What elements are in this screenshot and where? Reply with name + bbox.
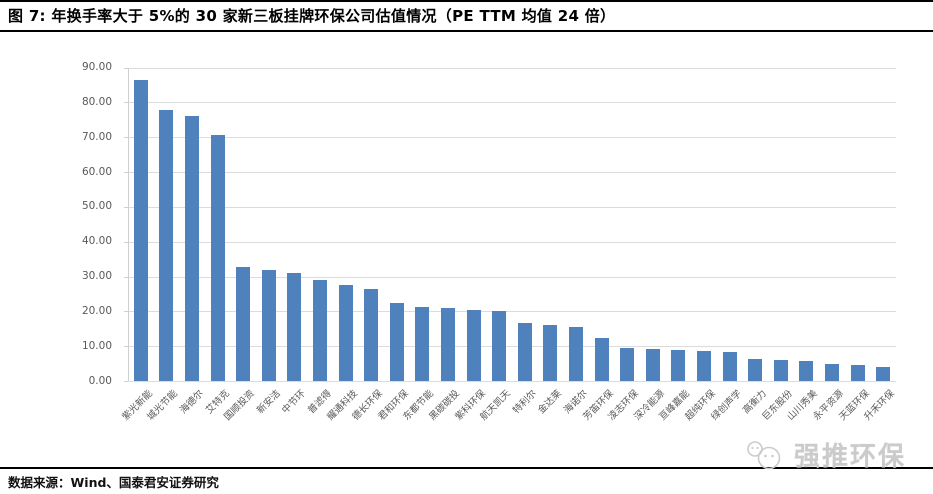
- bottom-divider-line: [0, 467, 933, 469]
- y-axis-tick-label: 80.00: [81, 95, 112, 108]
- bar: [236, 266, 251, 381]
- y-axis-tick: [124, 276, 128, 278]
- gridline: [128, 346, 896, 348]
- bar: [287, 273, 302, 381]
- bar: [594, 337, 609, 381]
- bar: [825, 363, 839, 381]
- bar: [722, 352, 737, 381]
- gridline: [128, 381, 896, 382]
- bar: [620, 347, 635, 381]
- bar: [645, 348, 660, 381]
- y-axis-tick-label: 40.00: [81, 235, 112, 248]
- bar: [441, 308, 455, 381]
- bar: [492, 310, 507, 381]
- gridline: [128, 172, 896, 173]
- bar: [773, 360, 788, 381]
- bar: [517, 323, 532, 381]
- y-axis-tick-label: 90.00: [81, 61, 112, 73]
- y-axis-tick: [124, 346, 128, 348]
- chat-faces-icon: [744, 439, 788, 471]
- bar: [338, 284, 353, 381]
- data-source-caption: 数据来源：Wind、国泰君安证券研究: [8, 475, 219, 490]
- bar: [133, 80, 148, 381]
- y-axis-tick: [124, 67, 128, 69]
- bar: [748, 359, 763, 381]
- bar: [159, 109, 174, 381]
- bar: [210, 135, 225, 381]
- gridline: [128, 102, 896, 104]
- bar: [415, 306, 430, 381]
- y-axis-tick: [124, 311, 128, 313]
- gridline: [128, 311, 896, 313]
- bar: [389, 302, 404, 381]
- bar: [876, 367, 891, 381]
- y-axis-tick-label: 60.00: [81, 165, 112, 178]
- y-axis-tick: [124, 241, 128, 243]
- y-axis-tick-label: 10.00: [81, 339, 112, 352]
- watermark-logo: 强推环保: [744, 436, 906, 473]
- title-divider-line: [0, 30, 933, 32]
- top-border-line: [0, 0, 933, 2]
- bar: [364, 289, 379, 381]
- y-axis-tick: [124, 206, 128, 208]
- x-axis-category-label: 中节环: [280, 388, 309, 417]
- y-axis-tick: [124, 102, 128, 104]
- y-axis-tick: [124, 172, 128, 173]
- y-axis-tick-label: 30.00: [81, 270, 112, 282]
- y-axis-tick-label: 20.00: [81, 304, 112, 317]
- y-axis-tick: [124, 137, 128, 139]
- bar: [697, 351, 711, 381]
- bar: [569, 327, 583, 381]
- bar: [543, 324, 558, 381]
- gridline: [128, 241, 896, 243]
- gridline: [128, 206, 896, 208]
- bar: [799, 361, 814, 381]
- y-axis-tick-label: 70.00: [81, 130, 112, 143]
- bar: [313, 279, 327, 381]
- y-axis-tick-label: 0.00: [88, 374, 112, 387]
- gridline: [128, 276, 896, 278]
- bar: [261, 269, 276, 381]
- x-axis-category-label: 海德尔: [177, 388, 206, 417]
- bar: [185, 115, 199, 381]
- x-axis-category-label: 新安洁: [254, 388, 283, 417]
- y-axis-tick-label: 50.00: [81, 200, 112, 213]
- gridline: [128, 137, 896, 139]
- watermark-text: 强推环保: [794, 442, 907, 472]
- x-axis-category-label: 金达莱: [536, 388, 565, 417]
- y-axis-line: [128, 67, 129, 381]
- figure-title: 图 7: 年换手率大于 5%的 30 家新三板挂牌环保公司估值情况（PE TTM…: [8, 7, 616, 25]
- y-axis-tick: [124, 381, 128, 382]
- bar: [850, 364, 865, 381]
- bar: [671, 349, 686, 381]
- bar: [466, 309, 481, 381]
- x-axis-category-label: 特利尔: [510, 388, 539, 417]
- gridline: [128, 67, 896, 69]
